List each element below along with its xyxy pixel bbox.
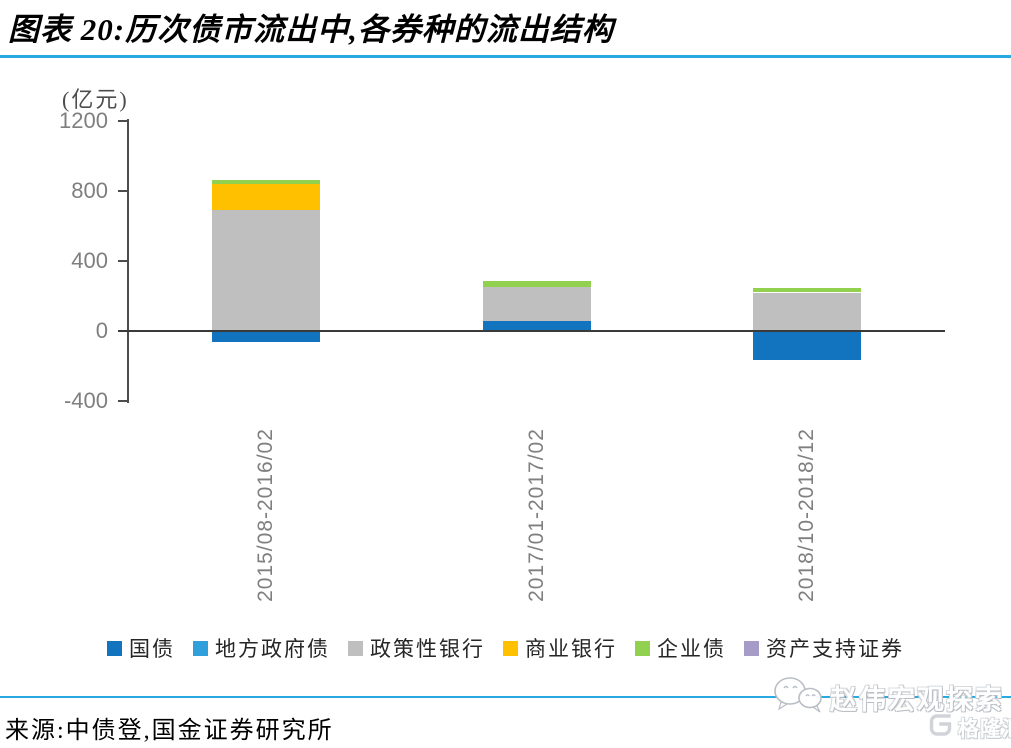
y-axis-unit-label: (亿元) <box>62 87 129 112</box>
y-axis-tick <box>118 400 127 402</box>
chart-legend: 国债 地方政府债 政策性银行 商业银行 企业债 资产支持证券 <box>0 633 1011 663</box>
legend-swatch <box>193 640 208 656</box>
source-note: 来源:中债登,国金证券研究所 <box>5 718 334 744</box>
y-axis-tick <box>118 120 127 122</box>
legend-label: 商业银行 <box>525 637 617 661</box>
legend-swatch <box>744 640 759 656</box>
legend-item: 资产支持证券 <box>744 633 904 663</box>
legend-label: 资产支持证券 <box>766 637 904 661</box>
gelonghui-text: 格隆汇 <box>958 717 1011 741</box>
legend-label: 政策性银行 <box>370 637 485 661</box>
bar-segment <box>753 331 861 360</box>
legend-item: 国债 <box>107 633 175 663</box>
legend-item: 地方政府债 <box>193 633 330 663</box>
y-tick-label: 0 <box>95 318 108 343</box>
bar-segment <box>212 210 320 331</box>
y-axis-line <box>127 119 129 403</box>
legend-item: 商业银行 <box>503 633 617 663</box>
y-axis-tick <box>118 190 127 192</box>
legend-swatch <box>503 640 518 656</box>
bar-segment <box>212 179 320 184</box>
legend-label: 地方政府债 <box>215 637 330 661</box>
legend-label: 企业债 <box>657 637 726 661</box>
legend-item: 政策性银行 <box>348 633 485 663</box>
legend-swatch <box>348 640 363 656</box>
bar-segment <box>483 287 591 321</box>
gelonghui-g-icon <box>928 712 954 743</box>
x-axis-label: 2018/10-2018/12 <box>795 428 818 602</box>
y-axis-tick <box>118 260 127 262</box>
bar-segment <box>483 320 591 331</box>
bar-segment <box>483 281 591 288</box>
y-tick-label: -400 <box>63 388 108 413</box>
watermark-text: 赵伟宏观探索 <box>830 685 1004 715</box>
x-axis-label: 2015/08-2016/02 <box>254 428 277 602</box>
wechat-icon <box>772 676 824 719</box>
legend-swatch <box>107 640 122 656</box>
figure-title: 图表 20:历次债市流出中,各券种的流出结构 <box>8 12 614 47</box>
legend-item: 企业债 <box>635 633 726 663</box>
gelonghui-logo: 格隆汇 <box>928 712 1011 743</box>
x-axis-zero-line <box>118 330 945 332</box>
footer-divider <box>0 696 1011 698</box>
legend-label: 国债 <box>129 637 175 661</box>
bar-segment <box>212 331 320 343</box>
x-axis-label: 2017/01-2017/02 <box>525 428 548 602</box>
legend-swatch <box>635 640 650 656</box>
title-divider <box>0 55 1011 58</box>
bar-segment <box>753 287 861 293</box>
y-tick-label: 800 <box>71 178 108 203</box>
bar-segment <box>212 184 320 211</box>
bar-segment <box>753 292 861 331</box>
y-tick-label: 400 <box>71 248 108 273</box>
y-tick-label: 1200 <box>59 108 108 133</box>
watermark: 赵伟宏观探索 <box>772 676 1004 719</box>
